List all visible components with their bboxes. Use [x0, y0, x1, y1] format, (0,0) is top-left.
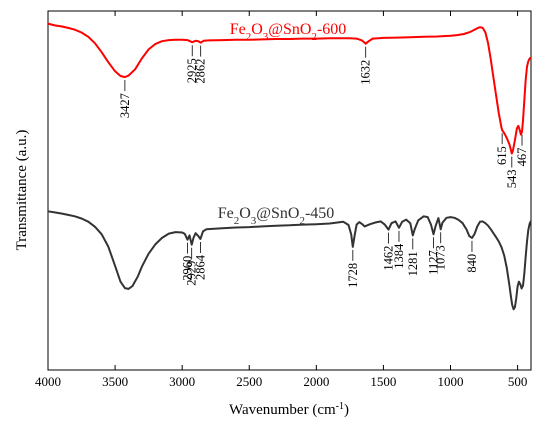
x-tick-label: 1500	[370, 374, 396, 389]
peak-label: 2862	[194, 59, 208, 84]
series-title-subscript: 3	[263, 31, 269, 43]
x-axis-title-sup: -1	[336, 401, 344, 412]
series-title-part: -450	[305, 205, 334, 222]
series-title-subscript: 2	[234, 215, 240, 227]
peak-label: 1127	[427, 250, 441, 275]
x-tick-label: 2000	[303, 374, 329, 389]
series-title-part: @SnO	[268, 21, 311, 38]
peak-label: 2925	[185, 58, 199, 83]
x-tick-label: 4000	[35, 374, 61, 389]
series-title-0: Fe2O3@SnO2-600	[230, 21, 347, 43]
x-tick-label: 3500	[102, 374, 128, 389]
x-axis-title-end: )	[344, 402, 349, 418]
series-title-part: -600	[317, 21, 346, 38]
series-title-subscript: 2	[246, 31, 252, 43]
plot-frame	[47, 10, 532, 371]
series-layer	[47, 22, 532, 311]
series-title-subscript: 2	[299, 215, 305, 227]
peak-label: 840	[465, 254, 479, 273]
series-line-0	[47, 22, 532, 155]
peak-label: 1073	[434, 245, 448, 270]
series-title-part: Fe	[218, 205, 234, 222]
peak-label: 3427	[118, 93, 132, 118]
x-axis-ticks: 4000 3500 3000 2500 2000 1500 1000 500	[35, 11, 527, 389]
peak-label: 2864	[193, 254, 207, 280]
peak-label: 615	[495, 146, 509, 165]
peak-label: 2929	[185, 261, 199, 286]
peak-label: 2960	[181, 256, 195, 281]
series-title-subscript: 2	[311, 31, 317, 43]
peak-label: 1384	[392, 243, 406, 269]
x-tick-label: 1000	[438, 374, 464, 389]
series-title-part: O	[251, 21, 263, 38]
x-tick-label: 2500	[236, 374, 262, 389]
x-axis-title-main: Wavenumber (cm	[229, 402, 336, 418]
peak-label: 1632	[359, 60, 373, 85]
y-axis-title: Transmittance (a.u.)	[14, 130, 30, 251]
x-axis-title: Wavenumber (cm-1)	[229, 401, 349, 419]
x-tick-label: 500	[508, 374, 528, 389]
x-tick-label: 3000	[169, 374, 195, 389]
peak-label: 543	[505, 170, 519, 189]
series-title-part: Fe	[230, 21, 246, 38]
series-title-part: O	[239, 205, 251, 222]
peak-label: 1462	[382, 246, 396, 271]
series-line-1	[47, 210, 532, 311]
peak-label: 1281	[406, 251, 420, 276]
peak-label: 1728	[346, 263, 360, 288]
series-title-1: Fe2O3@SnO2-450	[218, 205, 335, 227]
series-title-part: @SnO	[256, 205, 299, 222]
peak-label: 467	[515, 148, 529, 167]
series-title-subscript: 3	[251, 215, 257, 227]
